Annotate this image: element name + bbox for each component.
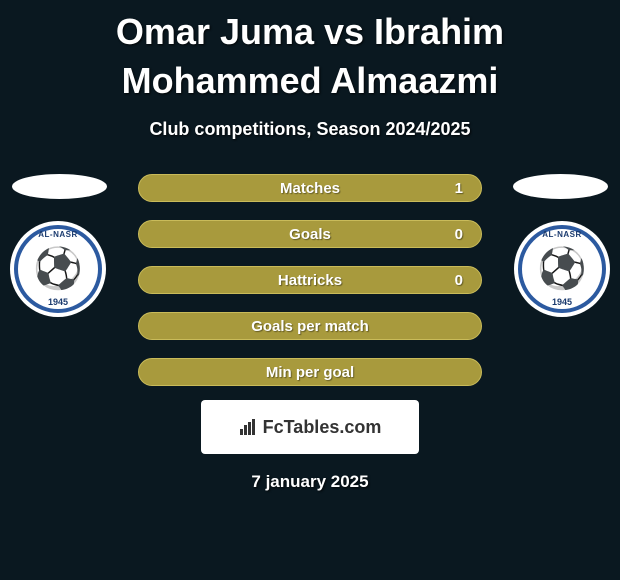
- badge-name-left: AL-NASR: [38, 230, 78, 239]
- stat-value-right: 1: [455, 180, 463, 197]
- stat-label: Min per goal: [266, 364, 354, 381]
- stat-label: Matches: [280, 180, 340, 197]
- bar-chart-icon: [239, 419, 259, 435]
- source-logo: FcTables.com: [239, 417, 382, 438]
- badge-year-left: 1945: [48, 297, 68, 307]
- stat-bar-min-per-goal: Min per goal: [138, 358, 482, 386]
- comparison-title: Omar Juma vs Ibrahim Mohammed Almaazmi: [0, 0, 620, 105]
- stat-value-right: 0: [455, 272, 463, 289]
- player-pill-right: [513, 174, 608, 199]
- stat-label: Goals per match: [251, 318, 369, 335]
- stat-label: Hattricks: [278, 272, 342, 289]
- season-subtitle: Club competitions, Season 2024/2025: [0, 119, 620, 140]
- club-badge-right: AL-NASR ⚽ 1945: [514, 221, 610, 317]
- stat-bars-container: Matches 1 Goals 0 Hattricks 0 Goals per …: [138, 174, 482, 386]
- stat-bar-goals-per-match: Goals per match: [138, 312, 482, 340]
- comparison-date: 7 january 2025: [0, 472, 620, 492]
- badge-name-right: AL-NASR: [542, 230, 582, 239]
- source-logo-box: FcTables.com: [201, 400, 419, 454]
- badge-inner-right: AL-NASR ⚽ 1945: [518, 225, 606, 313]
- stat-bar-matches: Matches 1: [138, 174, 482, 202]
- soccer-ball-icon: ⚽: [537, 249, 587, 289]
- stat-label: Goals: [289, 226, 331, 243]
- club-badge-left: AL-NASR ⚽ 1945: [10, 221, 106, 317]
- logo-text: FcTables.com: [263, 417, 382, 438]
- badge-year-right: 1945: [552, 297, 572, 307]
- badge-inner-left: AL-NASR ⚽ 1945: [14, 225, 102, 313]
- player-pill-left: [12, 174, 107, 199]
- stat-bar-hattricks: Hattricks 0: [138, 266, 482, 294]
- content-area: AL-NASR ⚽ 1945 AL-NASR ⚽ 1945 Matches 1 …: [0, 174, 620, 492]
- soccer-ball-icon: ⚽: [33, 249, 83, 289]
- stat-value-right: 0: [455, 226, 463, 243]
- stat-bar-goals: Goals 0: [138, 220, 482, 248]
